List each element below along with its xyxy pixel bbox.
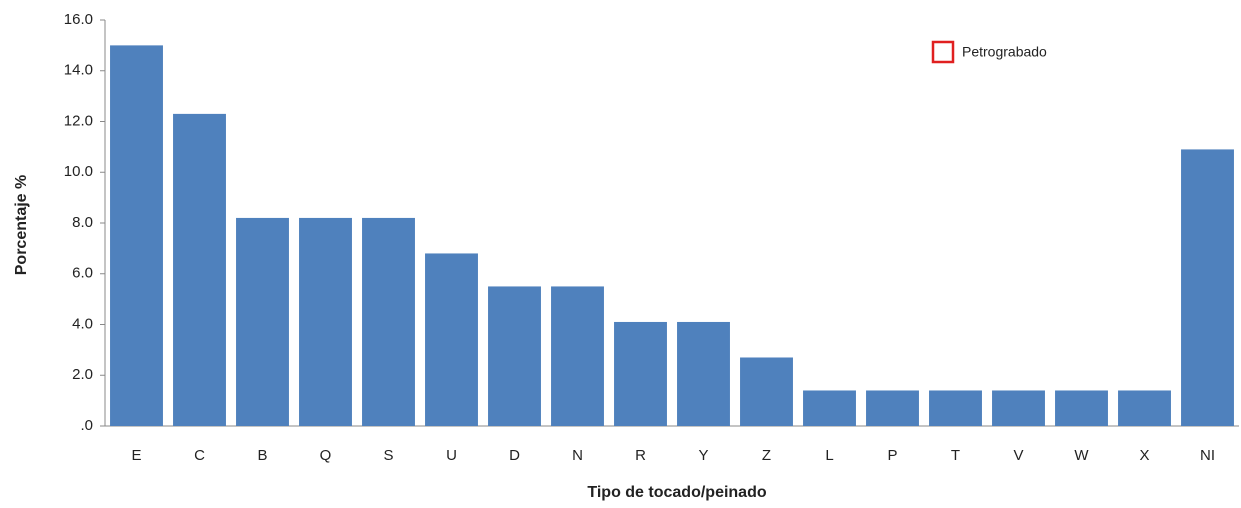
bar bbox=[614, 322, 667, 426]
x-tick-label: Z bbox=[762, 447, 771, 464]
y-tick-label: 10.0 bbox=[64, 163, 93, 180]
x-tick-label: X bbox=[1139, 447, 1149, 464]
y-tick-label: 12.0 bbox=[64, 112, 93, 129]
bar bbox=[1118, 390, 1171, 426]
bar bbox=[1181, 149, 1234, 426]
x-tick-label: R bbox=[635, 447, 646, 464]
x-tick-label: N bbox=[572, 447, 583, 464]
x-tick-label: P bbox=[887, 447, 897, 464]
legend-swatch bbox=[933, 42, 953, 62]
bar bbox=[677, 322, 730, 426]
x-tick-label: W bbox=[1074, 447, 1089, 464]
y-tick-label: 2.0 bbox=[72, 366, 93, 383]
x-tick-label: T bbox=[951, 447, 960, 464]
x-tick-label: NI bbox=[1200, 447, 1215, 464]
bar bbox=[488, 286, 541, 426]
x-tick-label: D bbox=[509, 447, 520, 464]
bar bbox=[1055, 390, 1108, 426]
x-tick-label: B bbox=[257, 447, 267, 464]
x-tick-label: L bbox=[825, 447, 833, 464]
x-tick-label: Y bbox=[698, 447, 708, 464]
bar bbox=[173, 114, 226, 426]
bar bbox=[236, 218, 289, 426]
legend-label: Petrograbado bbox=[962, 44, 1047, 60]
y-tick-label: 8.0 bbox=[72, 214, 93, 231]
x-axis-title: Tipo de tocado/peinado bbox=[587, 484, 766, 501]
y-tick-label: 4.0 bbox=[72, 315, 93, 332]
bar bbox=[425, 253, 478, 426]
bar bbox=[866, 390, 919, 426]
x-tick-label: U bbox=[446, 447, 457, 464]
bar bbox=[992, 390, 1045, 426]
chart: Tipo de tocado/peinado Porcentaje % .0 2.… bbox=[0, 0, 1241, 508]
x-tick-label: Q bbox=[320, 447, 332, 464]
x-tick-label: V bbox=[1013, 447, 1023, 464]
page: Tipo de tocado/peinado Porcentaje % .0 2.… bbox=[0, 0, 1241, 508]
x-tick-label: E bbox=[131, 447, 141, 464]
bar bbox=[299, 218, 352, 426]
y-axis-title: Porcentaje % bbox=[13, 175, 30, 275]
bar bbox=[929, 390, 982, 426]
x-tick-label: C bbox=[194, 447, 205, 464]
y-tick-label: .0 bbox=[80, 417, 93, 434]
bar bbox=[110, 45, 163, 426]
y-tick-label: 14.0 bbox=[64, 62, 93, 79]
bar bbox=[362, 218, 415, 426]
x-tick-label: S bbox=[383, 447, 393, 464]
bar bbox=[740, 357, 793, 426]
bar bbox=[803, 390, 856, 426]
bar bbox=[551, 286, 604, 426]
y-tick-label: 16.0 bbox=[64, 11, 93, 28]
y-tick-label: 6.0 bbox=[72, 265, 93, 282]
